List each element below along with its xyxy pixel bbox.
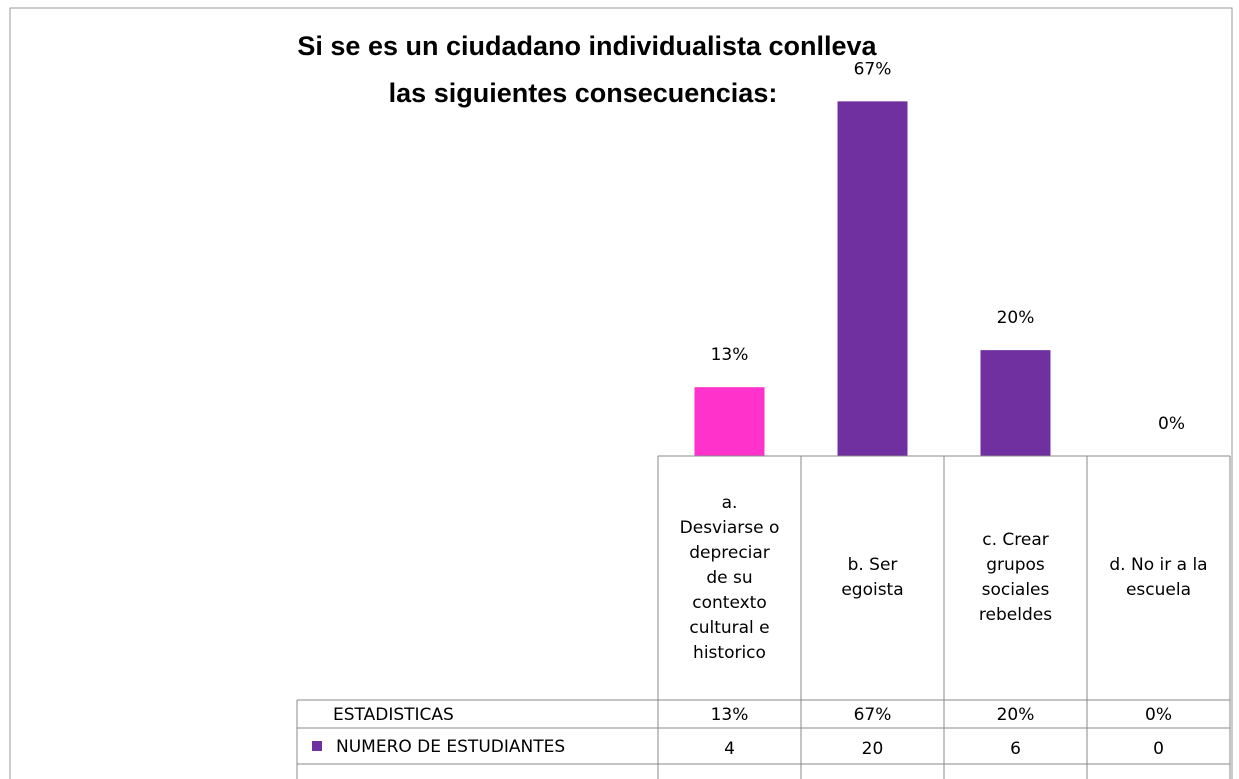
data-label: 13% xyxy=(711,345,749,365)
bar xyxy=(694,387,765,456)
table-cell: 13% xyxy=(711,705,749,725)
table-cell: 0 xyxy=(1153,739,1164,759)
data-label: 67% xyxy=(854,59,892,79)
chart-title: Si se es un ciudadano individualista con… xyxy=(297,31,877,108)
table-cell: 0% xyxy=(1145,705,1172,725)
bar xyxy=(980,350,1051,456)
table-cell: 20% xyxy=(997,705,1035,725)
chart-border xyxy=(9,7,1233,779)
table-cell: 4 xyxy=(724,739,735,759)
table-cell: 20 xyxy=(862,739,884,759)
data-label: 20% xyxy=(997,308,1035,328)
bar xyxy=(837,101,908,456)
data-label: 0% xyxy=(1158,414,1185,434)
row-label: NUMERO DE ESTUDIANTES xyxy=(336,737,565,757)
table-cell: 67% xyxy=(854,705,892,725)
title-line: Si se es un ciudadano individualista con… xyxy=(297,31,877,61)
x-tick-label: b. Ser egoista xyxy=(841,555,904,600)
legend-marker xyxy=(312,741,322,751)
x-tick-label: d. No ir a la escuela xyxy=(1109,555,1208,600)
row-label: ESTADISTICAS xyxy=(333,705,454,725)
x-tick-label: a. Desviarse o depreciar de su contexto … xyxy=(679,492,780,663)
title-line: las siguientes consecuencias: xyxy=(389,78,778,108)
x-tick-label: c. Crear grupos sociales rebeldes xyxy=(978,530,1053,625)
table-cell: 6 xyxy=(1010,739,1021,759)
